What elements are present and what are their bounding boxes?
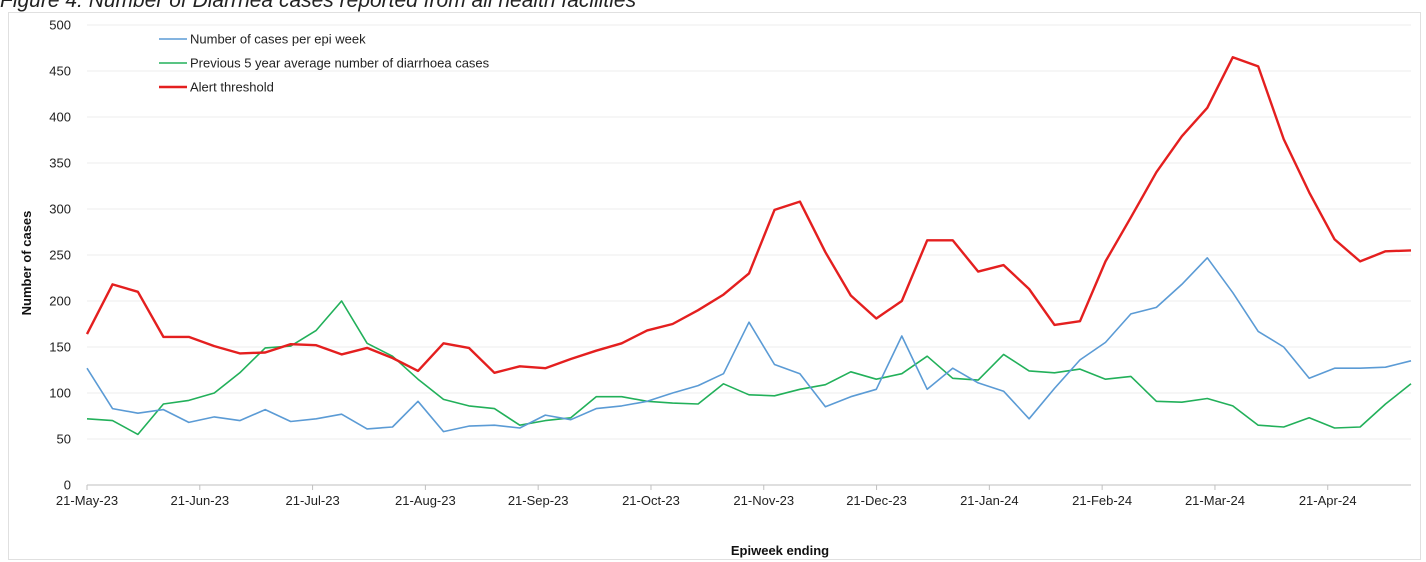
- y-tick-label: 200: [49, 294, 71, 309]
- x-tick-label: 21-Feb-24: [1072, 493, 1132, 508]
- x-tick-label: 21-Apr-24: [1299, 493, 1357, 508]
- x-tick-label: 21-Nov-23: [733, 493, 794, 508]
- legend-label: Previous 5 year average number of diarrh…: [190, 56, 490, 71]
- x-tick-label: 21-Jul-23: [285, 493, 339, 508]
- series-lines: [85, 56, 1412, 436]
- y-tick-label: 100: [49, 386, 71, 401]
- gridlines: [87, 24, 1411, 440]
- x-tick-label: 21-Mar-24: [1185, 493, 1245, 508]
- x-tick-label: 21-Jun-23: [171, 493, 230, 508]
- x-tick-label: 21-Dec-23: [846, 493, 907, 508]
- x-tick-labels: 21-May-23 21-Jun-23 21-Jul-23 21-Aug-23 21-S…: [56, 485, 1357, 508]
- x-tick-label: 21-Aug-23: [395, 493, 456, 508]
- x-tick-label: 21-Sep-23: [508, 493, 569, 508]
- y-tick-label: 350: [49, 156, 71, 171]
- y-tick-labels: 0 50 100 150 200 250 300 350 400 450 500: [49, 18, 71, 493]
- y-tick-label: 50: [57, 432, 71, 447]
- legend-label: Number of cases per epi week: [190, 32, 366, 47]
- y-tick-label: 500: [49, 18, 71, 33]
- x-axis-title: Epiweek ending: [731, 543, 829, 558]
- series-line-3: [85, 56, 1412, 374]
- legend-label: Alert threshold: [190, 80, 274, 95]
- series-line-1: [86, 257, 1412, 433]
- x-tick-label: 21-May-23: [56, 493, 118, 508]
- y-tick-label: 450: [49, 64, 71, 79]
- y-tick-label: 150: [49, 340, 71, 355]
- x-tick-label: 21-Oct-23: [622, 493, 680, 508]
- chart-frame: 0 50 100 150 200 250 300 350 400 450 500 21-May-23…: [8, 12, 1421, 560]
- x-tick-label: 21-Jan-24: [960, 493, 1019, 508]
- y-tick-label: 400: [49, 110, 71, 125]
- figure-title: Figure 4: Number of Diarrhea cases repor…: [0, 0, 637, 12]
- line-chart: 0 50 100 150 200 250 300 350 400 450 500 21-May-23…: [19, 18, 1412, 558]
- y-tick-label: 0: [64, 478, 71, 493]
- legend: Number of cases per epi week Previous 5 y…: [159, 32, 490, 95]
- y-tick-label: 250: [49, 248, 71, 263]
- y-axis-title: Number of cases: [19, 211, 34, 316]
- y-tick-label: 300: [49, 202, 71, 217]
- series-line-2: [86, 300, 1412, 436]
